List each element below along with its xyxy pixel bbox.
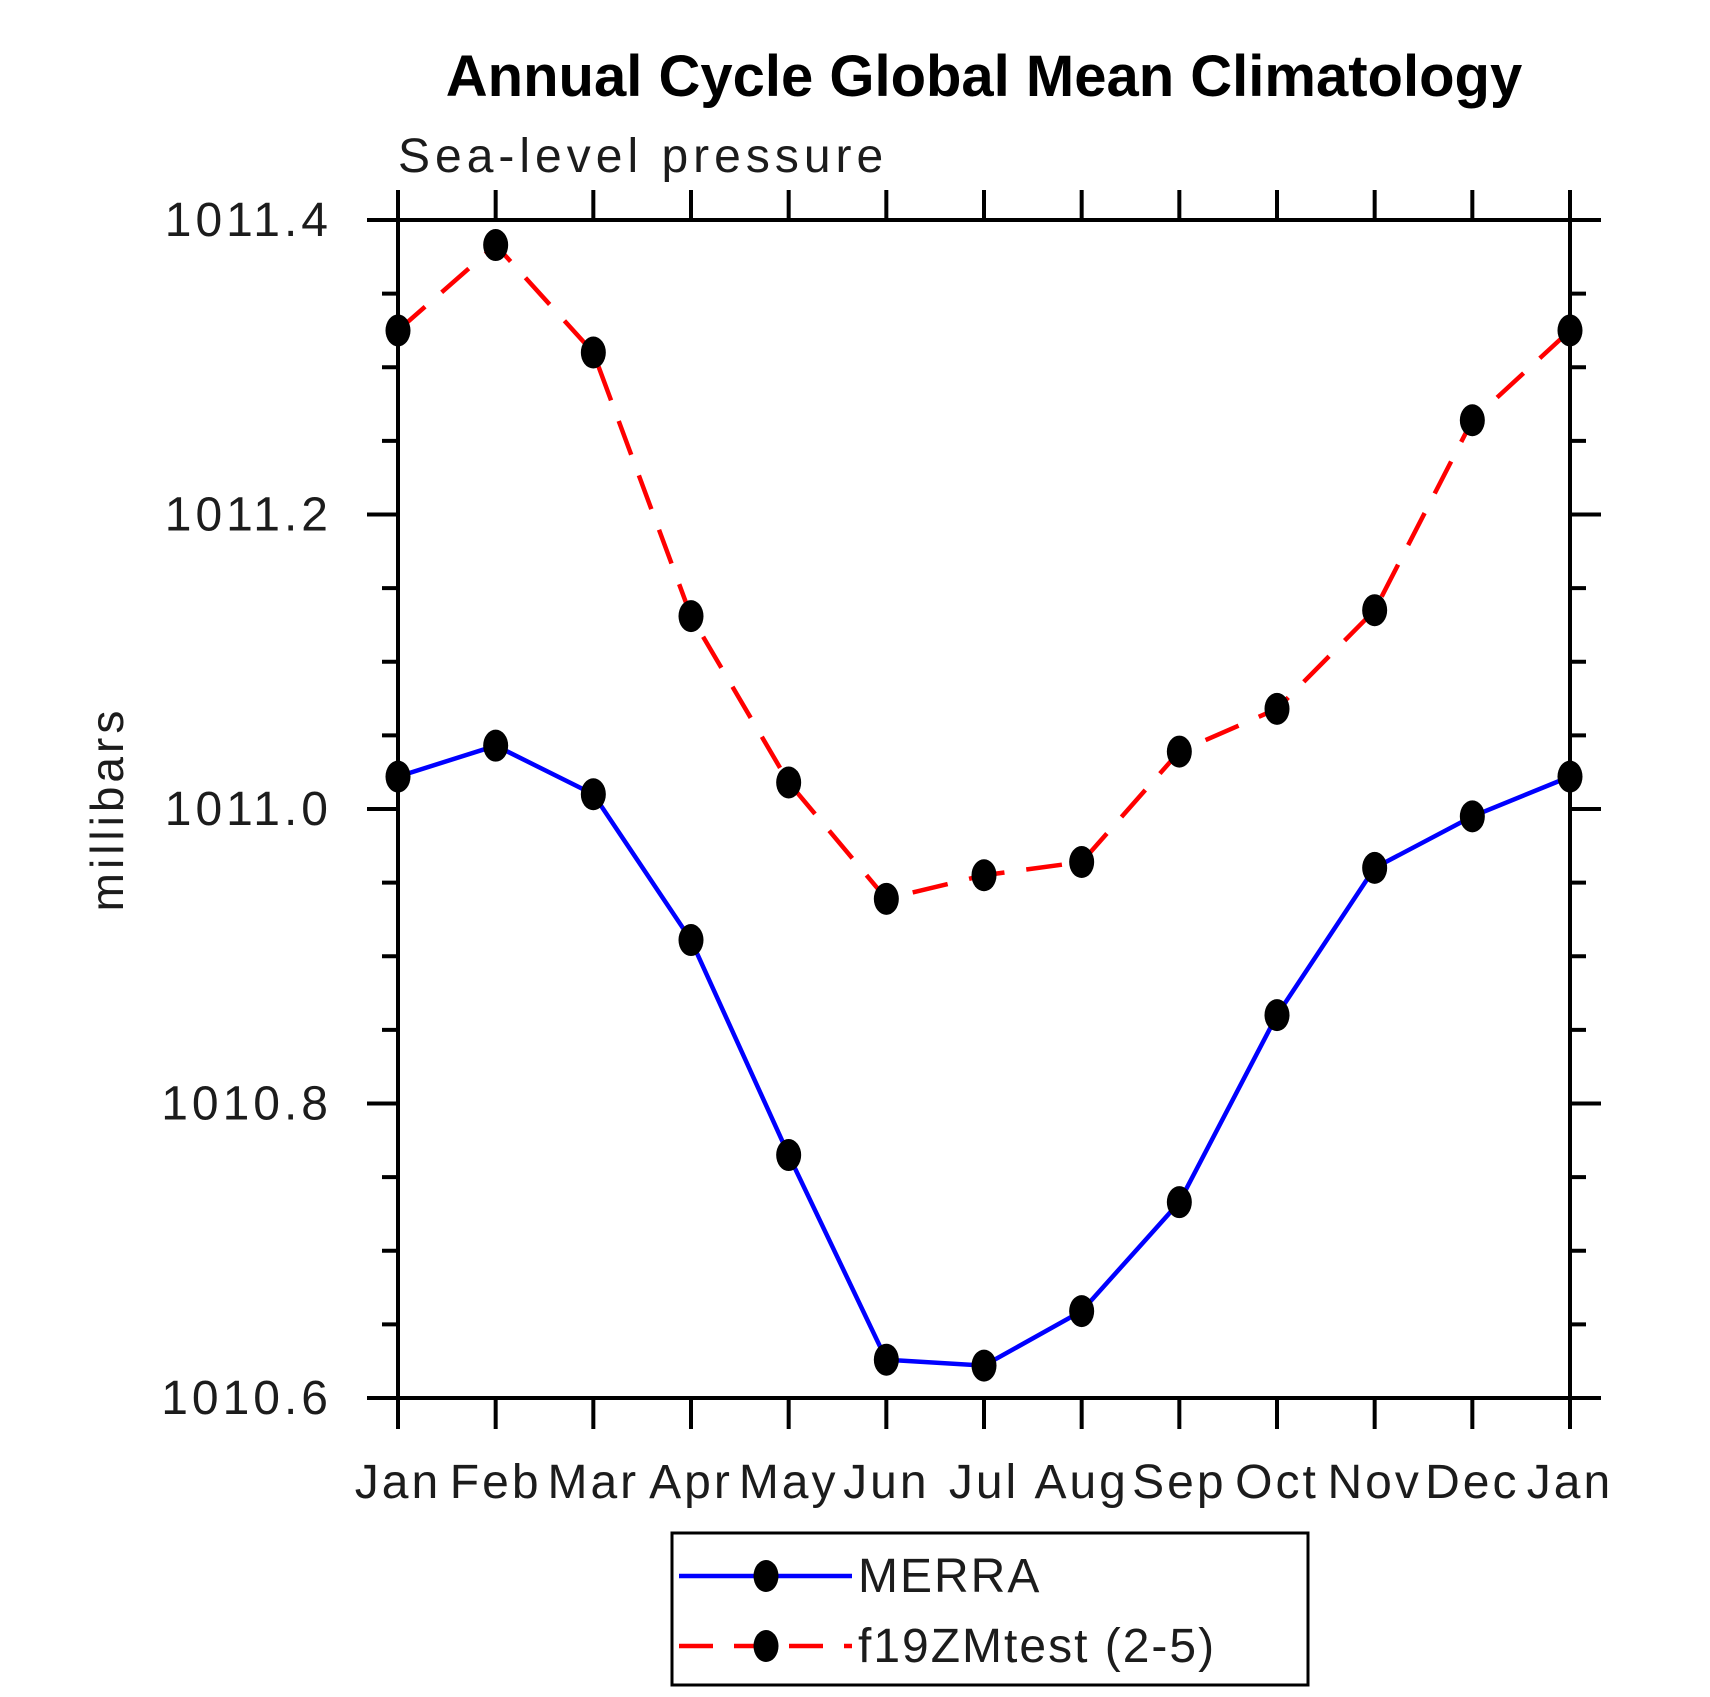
series-merra (385, 729, 1583, 1382)
legend-label-f19zmtest: f19ZMtest (2-5) (858, 1620, 1216, 1673)
data-point-marker (1264, 692, 1290, 725)
data-point-marker (385, 760, 411, 793)
plot-series (385, 229, 1583, 1382)
legend-marker-merra (753, 1560, 779, 1592)
x-tick-label: Jun (843, 1456, 929, 1509)
x-tick-label: Sep (1132, 1456, 1226, 1509)
x-tick-label: Apr (649, 1456, 733, 1509)
data-point-marker (873, 1343, 899, 1376)
data-point-marker (776, 766, 802, 799)
data-point-marker (1069, 1295, 1095, 1328)
chart-subtitle: Sea-level pressure (398, 130, 888, 183)
legend-entry-merra: MERRA (679, 1550, 1041, 1603)
data-point-marker (971, 859, 997, 892)
data-point-marker (873, 882, 899, 915)
y-axis-title: millibars (81, 707, 133, 912)
data-point-marker (678, 924, 704, 957)
data-point-marker (678, 600, 704, 633)
data-point-marker (1362, 851, 1388, 884)
x-tick-label: Mar (547, 1456, 639, 1509)
data-point-marker (1069, 846, 1095, 879)
chart-title: Annual Cycle Global Mean Climatology (446, 44, 1522, 109)
data-point-marker (1166, 735, 1192, 768)
data-point-marker (1459, 800, 1485, 833)
data-point-marker (1557, 760, 1583, 793)
series-line (397, 743, 1571, 1368)
data-point-marker (580, 336, 606, 369)
data-point-marker (483, 729, 509, 762)
data-point-marker (483, 229, 509, 262)
x-tick-label: Jul (949, 1456, 1019, 1509)
y-tick-label: 1011.0 (165, 783, 332, 836)
data-point-marker (580, 778, 606, 811)
y-tick-label: 1011.2 (165, 489, 332, 542)
data-point-marker (1362, 594, 1388, 627)
data-point-marker (1557, 314, 1583, 347)
data-point-marker (776, 1139, 802, 1172)
x-tick-label: Dec (1425, 1456, 1519, 1509)
x-tick-label: Feb (450, 1456, 542, 1509)
data-point-marker (1459, 404, 1485, 437)
data-point-marker (1264, 999, 1290, 1032)
data-point-marker (385, 314, 411, 347)
data-point-marker (971, 1349, 997, 1382)
y-tick-label: 1010.8 (161, 1078, 332, 1131)
legend-entry-f19zmtest: f19ZMtest (2-5) (679, 1620, 1216, 1673)
legend: MERRA f19ZMtest (2-5) (670, 1531, 1310, 1687)
x-tick-label: Jan (1527, 1456, 1613, 1509)
series-line (396, 241, 1572, 902)
x-tick-label: May (739, 1456, 839, 1509)
legend-box (670, 1531, 1310, 1687)
y-tick-label: 1010.6 (161, 1372, 332, 1425)
x-tick-label: Nov (1327, 1456, 1421, 1509)
x-tick-label: Aug (1034, 1456, 1128, 1509)
x-tick-label: Oct (1235, 1456, 1319, 1509)
x-tick-label: Jan (355, 1456, 441, 1509)
data-point-marker (1166, 1186, 1192, 1219)
legend-marker-f19zmtest (753, 1630, 779, 1662)
series-f19zmtest-2-5 (385, 229, 1583, 915)
y-tick-label: 1011.4 (165, 194, 332, 247)
legend-label-merra: MERRA (858, 1550, 1041, 1603)
